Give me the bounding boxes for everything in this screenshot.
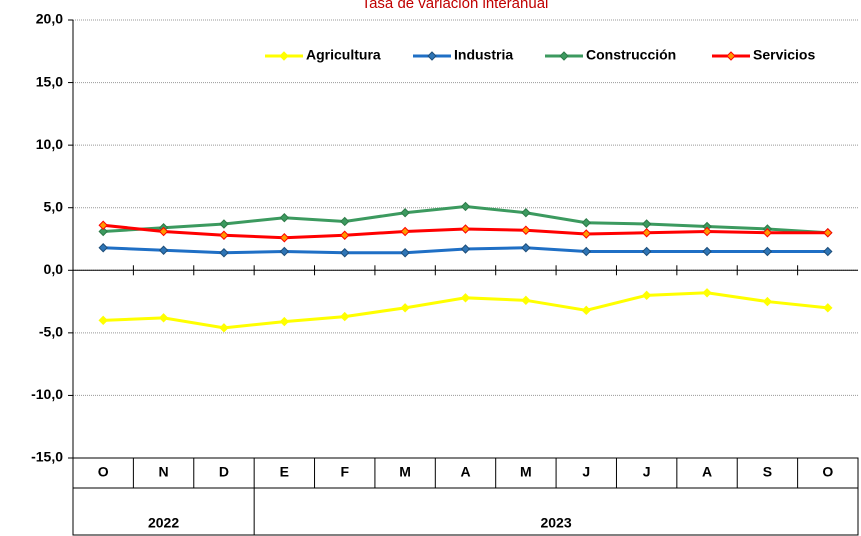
data-point — [340, 230, 350, 240]
data-point — [279, 316, 290, 327]
data-point — [400, 208, 410, 218]
data-point — [460, 244, 471, 254]
data-point — [279, 233, 290, 243]
data-point — [702, 288, 712, 298]
data-point — [521, 208, 531, 218]
x-tick-label: J — [582, 464, 590, 480]
x-tick-label: E — [280, 464, 289, 480]
y-tick-label: 15,0 — [36, 73, 63, 89]
data-point — [219, 230, 229, 240]
x-tick-label: O — [822, 464, 833, 480]
chart-title: Tasa de variación interanual — [362, 0, 549, 12]
data-point — [702, 246, 712, 257]
data-point — [823, 303, 833, 313]
data-point — [521, 225, 531, 235]
x-group-label: 2022 — [148, 515, 179, 531]
x-tick-label: O — [98, 464, 109, 480]
y-tick-label: -15,0 — [31, 449, 63, 465]
data-point — [521, 295, 531, 306]
data-point — [98, 243, 108, 253]
data-point — [460, 201, 471, 212]
data-point — [158, 313, 169, 323]
data-point — [279, 246, 290, 257]
data-point — [460, 224, 471, 234]
x-tick-label: A — [460, 464, 470, 480]
data-point — [219, 219, 229, 229]
data-point — [823, 246, 833, 257]
x-tick-label: J — [643, 464, 651, 480]
legend-label: Industria — [454, 47, 513, 63]
data-point — [340, 216, 350, 227]
legend-label: Agricultura — [306, 47, 381, 63]
x-tick-label: A — [702, 464, 712, 480]
legend-label: Construcción — [586, 47, 676, 63]
legend-marker — [726, 51, 736, 61]
data-point — [400, 226, 410, 237]
data-point — [823, 228, 833, 238]
x-tick-label: F — [340, 464, 349, 480]
y-tick-label: 5,0 — [44, 198, 64, 214]
data-point — [581, 229, 591, 239]
data-point — [641, 246, 652, 257]
x-tick-label: S — [763, 464, 772, 480]
y-tick-label: -5,0 — [39, 324, 63, 340]
data-point — [762, 246, 773, 257]
data-point — [762, 228, 773, 238]
data-point — [641, 219, 652, 229]
data-point — [158, 245, 169, 255]
data-point — [98, 220, 108, 230]
y-tick-label: 0,0 — [44, 261, 64, 277]
legend-marker — [559, 51, 569, 61]
data-point — [219, 323, 229, 333]
data-point — [641, 228, 652, 238]
data-point — [460, 293, 471, 303]
y-tick-label: 20,0 — [36, 11, 63, 27]
x-tick-label: D — [219, 464, 229, 480]
x-group-label: 2023 — [540, 515, 571, 531]
x-tick-label: M — [520, 464, 532, 480]
y-tick-label: 10,0 — [36, 136, 63, 152]
data-point — [762, 296, 773, 307]
legend-marker — [427, 51, 437, 61]
data-point — [98, 315, 108, 326]
data-point — [279, 213, 290, 223]
data-point — [219, 248, 229, 258]
y-tick-label: -10,0 — [31, 386, 63, 402]
legend-label: Servicios — [753, 47, 815, 63]
data-point — [521, 243, 531, 253]
data-point — [340, 248, 350, 258]
x-tick-label: N — [159, 464, 169, 480]
data-point — [340, 311, 350, 322]
data-point — [158, 226, 169, 237]
data-point — [702, 226, 712, 237]
legend-marker — [279, 51, 289, 61]
x-tick-label: M — [399, 464, 411, 480]
data-point — [400, 248, 410, 258]
data-point — [400, 303, 410, 313]
data-point — [581, 246, 591, 257]
data-point — [581, 305, 591, 316]
data-point — [641, 290, 652, 301]
data-point — [98, 226, 108, 237]
x-table-border — [72, 457, 859, 536]
data-point — [581, 218, 591, 228]
